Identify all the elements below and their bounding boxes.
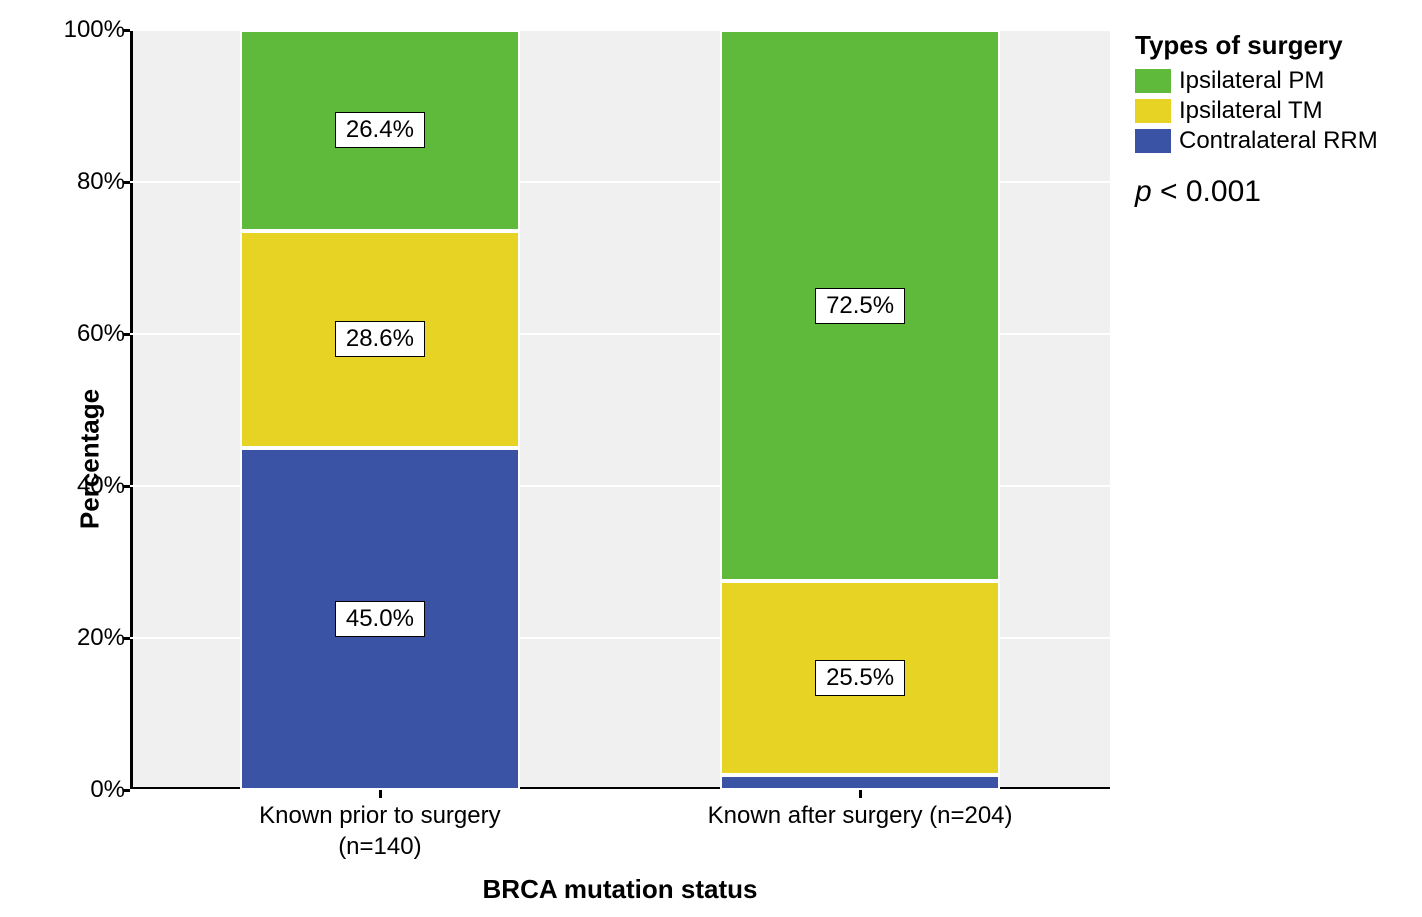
legend-title: Types of surgery	[1135, 30, 1378, 61]
p-value-text: p < 0.001	[1135, 175, 1261, 209]
stacked-bar-chart: 0%20%40%60%80%100% Known prior to surger…	[0, 0, 1422, 917]
y-tick-label: 0%	[90, 776, 125, 804]
legend: Types of surgery Ipsilateral PMIpsilater…	[1135, 30, 1378, 157]
legend-swatch	[1135, 129, 1171, 153]
x-axis-label: BRCA mutation status	[130, 874, 1110, 905]
bar-segment-label: 72.5%	[815, 288, 905, 324]
bar-segment-ipsilateral_pm: 72.5%	[720, 30, 1000, 581]
legend-item: Ipsilateral TM	[1135, 97, 1378, 125]
bar-segment-label: 25.5%	[815, 660, 905, 696]
legend-label: Ipsilateral PM	[1179, 67, 1324, 95]
bar-segment-contralateral_rrm	[720, 775, 1000, 790]
y-tick-label: 80%	[77, 168, 125, 196]
legend-label: Contralateral RRM	[1179, 127, 1378, 155]
bar-segment-ipsilateral_tm: 28.6%	[240, 231, 520, 448]
bar-segment-label: 26.4%	[335, 112, 425, 148]
p-value-number: < 0.001	[1152, 175, 1261, 208]
legend-item: Contralateral RRM	[1135, 127, 1378, 155]
bar-segment-label: 45.0%	[335, 601, 425, 637]
legend-swatch	[1135, 69, 1171, 93]
bar-segment-contralateral_rrm: 45.0%	[240, 448, 520, 790]
legend-swatch	[1135, 99, 1171, 123]
x-tick-label: Known after surgery (n=204)	[660, 800, 1060, 831]
x-tick-mark	[379, 790, 382, 798]
legend-item: Ipsilateral PM	[1135, 67, 1378, 95]
stacked-bar: 45.0% 28.6% 26.4%	[240, 30, 520, 790]
y-tick-label: 100%	[64, 16, 125, 44]
p-value-symbol: p	[1135, 175, 1152, 208]
y-tick-label: 20%	[77, 624, 125, 652]
y-tick-label: 60%	[77, 320, 125, 348]
x-tick-label: Known prior to surgery(n=140)	[180, 800, 580, 862]
x-tick-mark	[859, 790, 862, 798]
y-axis-label: Percentage	[75, 388, 106, 528]
legend-label: Ipsilateral TM	[1179, 97, 1323, 125]
stacked-bar: 2.0%25.5%72.5%	[720, 30, 1000, 790]
bar-segment-ipsilateral_pm: 26.4%	[240, 30, 520, 231]
bar-segment-ipsilateral_tm: 25.5%	[720, 581, 1000, 775]
bar-segment-label: 28.6%	[335, 321, 425, 357]
